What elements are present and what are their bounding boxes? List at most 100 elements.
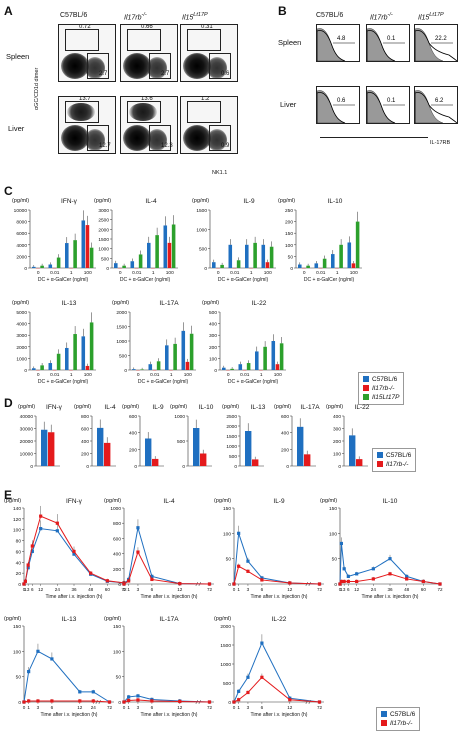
data-point-Il17rb-/- [23, 579, 27, 583]
y-tick-label: 1000 [196, 227, 207, 233]
bar-Il17rb-/- [167, 242, 172, 268]
bar-Il17rb-/- [104, 442, 111, 466]
data-point-C57BL/6 [136, 526, 140, 530]
y-tick-label: 10000 [14, 208, 28, 214]
data-point-Il17rb-/- [150, 577, 154, 582]
x-axis-label: Time after i.v. injection (h) [251, 712, 308, 718]
bar-Il17rb-/- [275, 364, 280, 370]
category-label: 100 [84, 372, 92, 378]
y-tick-label: 40 [16, 560, 22, 566]
bar-Il15Lt17P [40, 365, 44, 370]
unit-label: (pg/ml) [278, 198, 295, 204]
unit-label: (pg/ml) [192, 198, 209, 204]
y-tick-label: 4000 [16, 243, 27, 249]
y-tick-label: 400 [333, 414, 341, 420]
legend-d-wt: C57BL/6 [377, 451, 411, 460]
data-point-Il17rb-/- [338, 582, 342, 586]
unit-label: (pg/ml) [170, 404, 187, 410]
series-line-C57BL/6 [23, 528, 125, 585]
x-tick-label: 0 [123, 705, 126, 710]
bar-Il17rb-/- [185, 361, 190, 370]
category-label: 0.01 [50, 270, 60, 276]
y-tick-label: 10000 [20, 452, 34, 458]
y-tick-label: 1000 [220, 662, 231, 668]
data-point-Il17rb-/- [127, 579, 131, 583]
histogram-liver-2: 6.2 [414, 86, 458, 124]
chart-title: IL-13 [62, 616, 77, 623]
data-point-Il17rb-/- [178, 699, 182, 704]
panel-e-legend: C57BL/6 Il17rb-/- [376, 707, 421, 731]
histogram-control-curve [316, 90, 346, 124]
data-point-Il17rb-/- [150, 699, 154, 703]
bar-C57BL/6 [145, 438, 152, 466]
axis-break [98, 699, 102, 705]
histogram-control-curve [414, 90, 444, 124]
y-tick-label: 3000 [98, 208, 109, 214]
chart-title: IL-17A [159, 300, 179, 307]
category-label: 100 [84, 270, 92, 276]
y-tick-label: 1500 [98, 237, 109, 243]
data-point-Il17rb-/- [72, 549, 76, 554]
bar-Il15Lt17P [269, 246, 274, 268]
y-tick-label: 0 [106, 266, 109, 272]
category-label: 0 [303, 270, 306, 276]
panel-d-charts: (pg/ml) IFN-γ010000200003000040000(pg/ml)… [18, 404, 370, 470]
category-label: 0 [227, 372, 230, 378]
x-tick-label: 3 [247, 705, 250, 710]
x-tick-label: 0 [233, 705, 236, 710]
bar-C57BL/6 [349, 435, 356, 466]
data-point-Il17rb-/- [421, 579, 425, 584]
legend-d-ko: Il17rb-/- [377, 460, 411, 469]
x-tick-label: 72 [207, 587, 213, 592]
x-tick-label: 3 [137, 587, 140, 592]
y-tick-label: 80 [16, 539, 22, 545]
panel-a-xaxis-label: NK1.1 [212, 170, 228, 176]
unit-label: (pg/ml) [104, 498, 121, 504]
y-tick-label: 0 [86, 464, 89, 470]
panel-d-legend: C57BL/6 Il17rb-/- [372, 448, 417, 472]
data-point-Il17rb-/- [178, 582, 182, 586]
y-tick-label: 250 [285, 208, 293, 214]
x-tick-label: 3 [37, 705, 40, 710]
bar-C57BL/6 [163, 225, 168, 268]
gate-top-value: 13.6 [141, 96, 153, 102]
data-point-C57BL/6 [371, 567, 375, 571]
chart-D-IL-4: (pg/ml) IL-4 0 200 400 600 800 [74, 404, 116, 470]
y-tick-label: 8000 [16, 220, 27, 226]
y-tick-label: 600 [281, 414, 289, 420]
flow-plot-spleen-1: 0.66 2.7 [120, 24, 178, 82]
bar-C57BL/6 [97, 427, 104, 466]
x-axis-label: Time after i.v. injection (h) [251, 594, 308, 600]
bar-C57BL/6 [130, 261, 135, 268]
bar-C57BL/6 [165, 345, 169, 370]
unit-label: (pg/ml) [326, 404, 343, 410]
category-label: 0.01 [230, 270, 240, 276]
x-tick-label: 72 [121, 587, 127, 592]
y-tick-label: 200 [285, 220, 293, 226]
data-point-Il17rb-/- [371, 577, 375, 581]
panel-a-label: A [4, 4, 13, 18]
bar-Il15Lt17P [40, 265, 44, 268]
x-axis-label: DC + α-GalCer (ng/ml) [218, 277, 269, 283]
y-tick-label: 60 [16, 549, 22, 555]
cell-cluster [147, 129, 167, 151]
data-point-Il17rb-/- [288, 698, 292, 702]
data-point-Il17rb-/- [36, 699, 40, 703]
panel-b-row-liver: Liver [280, 100, 297, 109]
data-point-C57BL/6 [55, 529, 59, 533]
data-point-Il17rb-/- [232, 700, 236, 704]
y-tick-label: 100 [13, 649, 21, 655]
flow-plot-liver-0: 13.7 12.7 [58, 96, 116, 154]
gate-top [187, 29, 221, 51]
y-tick-label: 1500 [220, 643, 231, 649]
bar-C57BL/6 [32, 368, 36, 370]
unit-label: (pg/ml) [4, 498, 21, 504]
x-tick-label: 12 [77, 705, 83, 710]
y-tick-label: 120 [13, 517, 21, 523]
y-tick-label: 200 [81, 452, 89, 458]
bar-Il17rb-/- [356, 459, 363, 466]
data-point-C57BL/6 [260, 576, 264, 580]
panel-e-label: E [4, 488, 13, 502]
